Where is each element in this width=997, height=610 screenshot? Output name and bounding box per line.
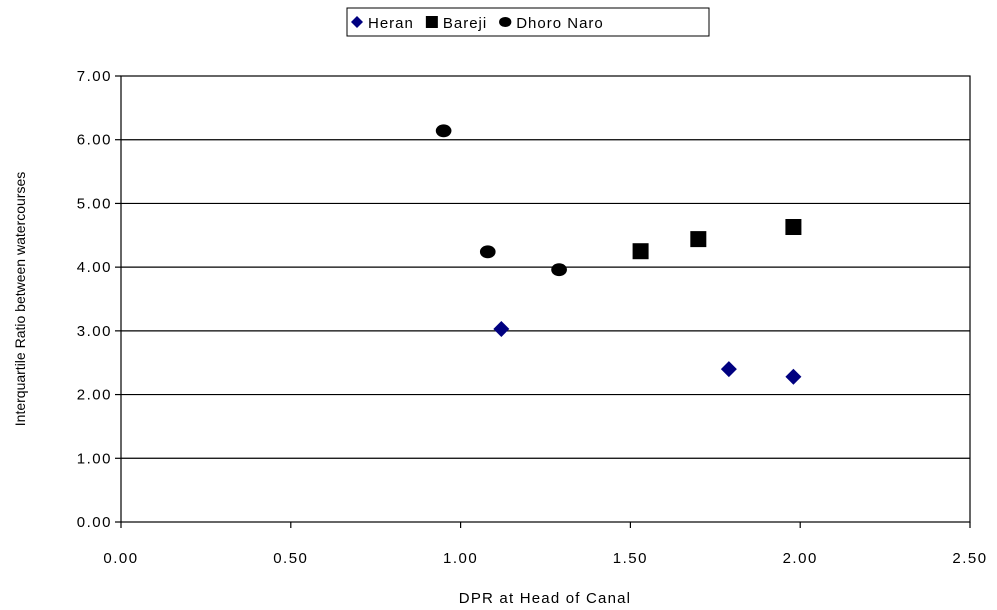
legend-label: Bareji: [443, 15, 487, 32]
circle-point: [435, 124, 452, 138]
y-axis-title: Interquartile Ratio between watercourses: [12, 172, 28, 426]
square-point: [632, 243, 649, 260]
gridlines: [121, 139, 970, 459]
x-tick-label: 1.00: [443, 550, 478, 567]
y-tick-label: 6.00: [77, 132, 112, 149]
square-point: [785, 219, 802, 236]
square-point: [690, 231, 707, 248]
y-tick-label: 0.00: [77, 514, 112, 531]
circle-point: [479, 245, 496, 259]
legend-marker-circle: [499, 16, 512, 28]
diamond-point: [785, 368, 802, 385]
y-axis: 0.00 1.00 2.00 3.00 4.00 5.00 6.00 7.00: [77, 68, 121, 531]
y-tick-label: 7.00: [77, 68, 112, 85]
series-heran: [493, 320, 802, 385]
series-dhoro-naro: [435, 124, 567, 277]
legend-marker-square: [425, 16, 438, 28]
x-tick-label: 0.00: [103, 550, 138, 567]
x-tick-label: 2.50: [952, 550, 987, 567]
y-tick-label: 4.00: [77, 259, 112, 276]
x-tick-label: 1.50: [613, 550, 648, 567]
legend: Heran Bareji Dhoro Naro: [346, 7, 710, 37]
plot-area: [120, 75, 971, 523]
diamond-point: [720, 361, 737, 378]
x-axis: 0.00 0.50 1.00 1.50 2.00 2.50: [103, 522, 987, 567]
y-tick-label: 1.00: [77, 450, 112, 467]
y-tick-label: 3.00: [77, 323, 112, 340]
diamond-point: [493, 320, 510, 337]
legend-label: Dhoro Naro: [516, 15, 604, 32]
legend-marker-diamond: [351, 16, 363, 28]
y-tick-label: 5.00: [77, 195, 112, 212]
data-points: [435, 124, 802, 385]
circle-point: [551, 263, 567, 277]
x-tick-label: 2.00: [783, 550, 818, 567]
x-axis-title: DPR at Head of Canal: [459, 590, 631, 607]
legend-box: [346, 7, 710, 37]
y-tick-label: 2.00: [77, 387, 112, 404]
legend-label: Heran: [368, 15, 414, 32]
x-tick-label: 0.50: [273, 550, 308, 567]
series-bareji: [632, 219, 802, 260]
